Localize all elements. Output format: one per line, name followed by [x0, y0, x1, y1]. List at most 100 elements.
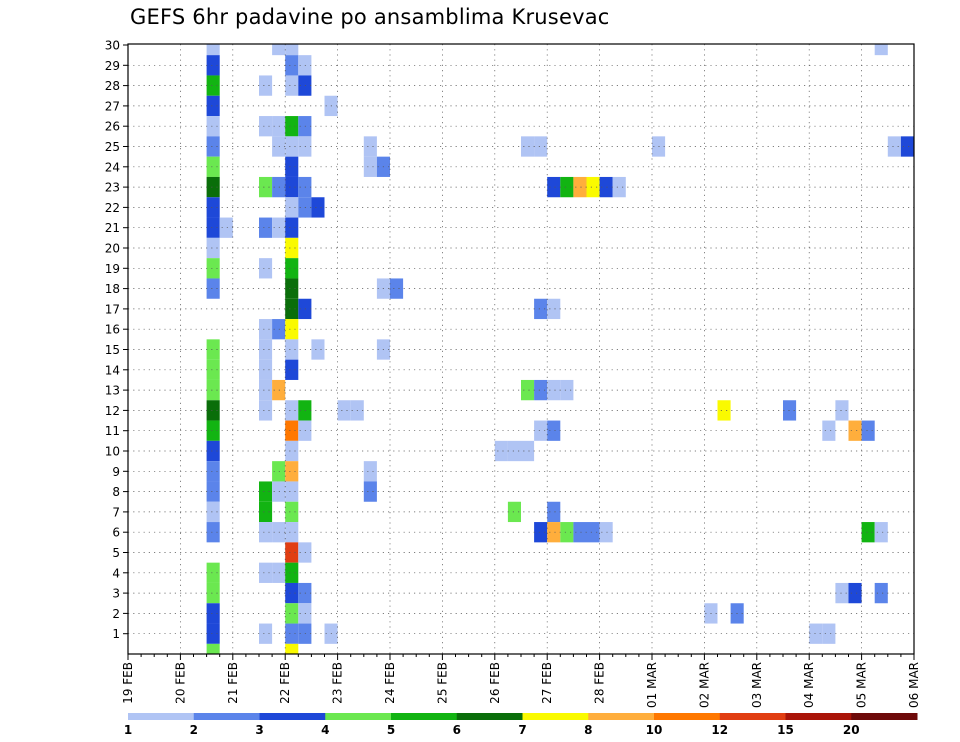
heatmap-cell: [206, 603, 220, 624]
heatmap-cell: [861, 522, 875, 543]
heatmap-cell: [285, 237, 299, 259]
heatmap-cell: [206, 623, 220, 644]
x-tick-label: 04 MAR: [802, 662, 816, 708]
y-tick-label: 7: [112, 505, 120, 519]
heatmap-cell: [599, 522, 613, 543]
y-tick-label: 9: [112, 465, 120, 479]
heatmap-cell: [285, 643, 299, 654]
heatmap-cell: [259, 359, 273, 380]
heatmap-cell: [848, 420, 862, 441]
heatmap-cell: [547, 501, 561, 523]
heatmap-cell: [259, 258, 273, 279]
heatmap-cell: [206, 379, 220, 401]
heatmap-cell: [363, 136, 377, 157]
heatmap-cell: [206, 95, 220, 117]
colorbar-label: 20: [843, 723, 860, 737]
heatmap-cell: [285, 339, 299, 360]
heatmap-cell: [285, 542, 299, 563]
heatmap-cell: [285, 278, 299, 299]
colorbar-label: 10: [646, 723, 663, 737]
heatmap-cell: [285, 603, 299, 624]
heatmap-cell: [206, 258, 220, 279]
colorbar-swatch: [719, 713, 786, 720]
heatmap-cell: [285, 501, 299, 523]
y-tick-label: 4: [112, 566, 120, 580]
heatmap-cell: [272, 176, 286, 198]
heatmap-cell: [534, 420, 548, 441]
heatmap-cell: [206, 400, 220, 421]
heatmap-cell: [206, 217, 220, 238]
heatmap-cell: [521, 379, 535, 401]
heatmap-cell: [206, 197, 220, 218]
heatmap-cell: [272, 217, 286, 238]
colorbar-swatch: [259, 713, 326, 720]
y-tick-label: 13: [105, 384, 120, 398]
y-axis: 1234567891011121314151617181920212223242…: [105, 39, 128, 641]
heatmap-cell: [285, 298, 299, 320]
heatmap-cell: [285, 156, 299, 177]
heatmap-cell: [206, 156, 220, 177]
heatmap-cell: [259, 176, 273, 198]
heatmap-cell: [206, 339, 220, 360]
heatmap-cell: [259, 400, 273, 421]
heatmap-cell: [534, 379, 548, 401]
y-tick-label: 29: [105, 59, 120, 73]
heatmap-cell: [809, 623, 823, 644]
heatmap-cell: [285, 522, 299, 543]
heatmap-cell: [259, 319, 273, 340]
x-tick-label: 27 FEB: [540, 662, 554, 704]
y-tick-label: 2: [112, 607, 120, 621]
heatmap-cell: [285, 319, 299, 340]
heatmap-cell: [285, 420, 299, 441]
heatmap-cell: [206, 501, 220, 523]
heatmap-cell: [599, 176, 613, 198]
y-tick-label: 30: [105, 39, 120, 53]
heatmap-cell: [285, 44, 299, 56]
heatmap-cell: [206, 562, 220, 583]
colorbar-swatch: [654, 713, 721, 720]
heatmap-cell: [547, 420, 561, 441]
heatmap-cell: [206, 481, 220, 502]
heatmap-cell: [547, 522, 561, 543]
heatmap-cell: [259, 217, 273, 238]
heatmap-cell: [521, 440, 535, 462]
y-tick-label: 26: [105, 120, 120, 134]
heatmap-cell: [887, 136, 901, 157]
heatmap-cell: [206, 176, 220, 198]
y-tick-label: 14: [105, 363, 120, 377]
y-tick-label: 16: [105, 323, 120, 337]
heatmap-cell: [521, 136, 535, 157]
x-tick-label: 21 FEB: [226, 662, 240, 704]
heatmap-cell: [285, 75, 299, 96]
y-tick-label: 28: [105, 79, 120, 93]
x-tick-label: 05 MAR: [855, 662, 869, 708]
x-tick-label: 24 FEB: [383, 662, 397, 704]
heatmap-cell: [206, 55, 220, 76]
colorbar-swatch: [851, 713, 918, 720]
colorbar-label: 3: [255, 723, 263, 737]
colorbar-label: 6: [453, 723, 461, 737]
colorbar-label: 15: [777, 723, 794, 737]
heatmap-cell: [206, 643, 220, 654]
heatmap-cell: [560, 379, 574, 401]
y-tick-label: 1: [112, 627, 120, 641]
heatmap-cell: [586, 176, 600, 198]
y-tick-label: 10: [105, 445, 120, 459]
heatmap-cell: [259, 562, 273, 583]
y-tick-label: 22: [105, 201, 120, 215]
heatmap-cell: [534, 136, 548, 157]
x-tick-label: 23 FEB: [331, 662, 345, 704]
heatmap-cell: [848, 582, 862, 604]
heatmap-cell: [311, 197, 325, 218]
heatmap-cell: [573, 522, 587, 543]
heatmap-cell: [363, 156, 377, 177]
heatmap-cell: [507, 501, 521, 523]
heatmap-cell: [272, 379, 286, 401]
heatmap-cell: [337, 400, 351, 421]
heatmap-cell: [285, 582, 299, 604]
colorbar-label: 12: [711, 723, 728, 737]
heatmap-cell: [363, 461, 377, 482]
y-tick-label: 23: [105, 181, 120, 195]
colorbar-swatch: [128, 713, 195, 720]
